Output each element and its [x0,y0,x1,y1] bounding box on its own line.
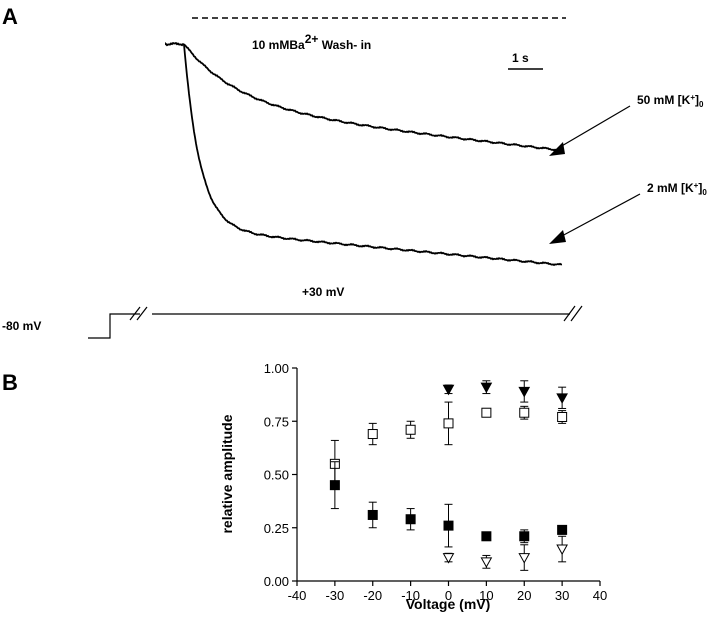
y-tick-label: 0.25 [264,521,289,536]
data-point-square-open [481,407,492,418]
data-point-triangle-open [480,557,493,568]
x-tick-label: -20 [363,588,382,603]
arrow-2-line [559,193,641,238]
arrow-50-head [549,142,565,156]
x-tick-label: 0 [445,588,452,603]
y-tick-label: 1.00 [264,361,289,376]
trace-50mm-k [165,42,563,152]
x-tick-label: -30 [325,588,344,603]
axis-break-right-1 [563,305,576,322]
data-point-square-filled [367,509,378,520]
trace-50-label: 50 mM [K+]0 [637,93,704,109]
data-point-square-open [405,424,416,435]
x-tick-label: -40 [288,588,307,603]
axis-break-right-2 [570,305,583,322]
data-point-square-open [557,411,568,422]
data-point-triangle-filled [442,384,455,396]
protocol-step-line-left [88,313,140,339]
data-point-square-filled [557,524,568,535]
y-tick-label: 0.50 [264,468,289,483]
data-point-triangle-filled [556,393,568,404]
axis-break-left-2 [136,306,148,321]
x-tick-label: 10 [479,588,493,603]
data-point-square-filled [405,514,416,525]
data-point-square-filled [519,531,530,542]
y-axis-title: relative amplitude [219,414,235,533]
data-point-triangle-open [518,553,531,564]
data-point-triangle-open [556,544,568,556]
x-tick-label: 40 [593,588,607,603]
x-tick-label: 30 [555,588,569,603]
data-point-square-filled [481,531,492,542]
axis-break-left-1 [129,306,141,321]
panel-a-letter: A [2,4,18,29]
y-tick-label: 0.00 [264,574,289,589]
wash-in-annotation: 10 mMBa2+ Wash- in [252,32,371,52]
x-tick-label: 20 [517,588,531,603]
data-point-square-filled [329,480,340,491]
data-point-square-open [519,407,530,418]
protocol-hold-label: -80 mV [2,319,41,333]
trace-2mm-k [165,42,563,267]
data-point-square-filled [443,520,454,531]
x-axis-title: Voltage (mV) [406,596,491,612]
protocol-step-label: +30 mV [302,285,344,299]
data-point-triangle-filled [480,382,493,394]
trace-2-label: 2 mM [K+]0 [647,181,707,197]
data-point-triangle-filled [518,386,531,398]
y-tick-label: 0.75 [264,414,289,429]
scale-bar-label: 1 s [512,51,529,65]
data-point-square-open [367,429,378,440]
arrow-50-line [559,105,631,148]
x-tick-label: -10 [401,588,420,603]
data-point-square-open [443,418,454,429]
data-point-triangle-open [442,553,455,564]
arrow-2-head [549,230,566,244]
panel-b-letter: B [2,370,18,395]
